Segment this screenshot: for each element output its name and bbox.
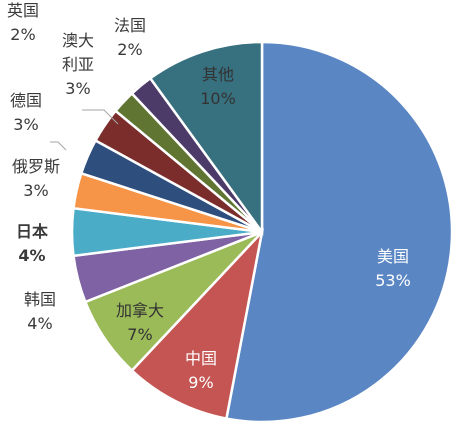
slice-name-label: 中国 — [185, 349, 217, 368]
slice-name-label: 英国 — [7, 1, 39, 20]
slice-value-label: 3% — [65, 79, 90, 98]
slice-name-label: 韩国 — [24, 290, 56, 309]
slice-value-label: 2% — [10, 25, 35, 44]
slice-label: 日本 4% — [16, 222, 48, 265]
slice-name-label: 日本 — [16, 222, 48, 241]
leader-line — [82, 109, 119, 125]
slice-value-label: 3% — [23, 181, 48, 200]
slice-name-label: 俄罗斯 — [12, 157, 60, 176]
slice-label: 美国 53% — [375, 247, 411, 290]
slice-name-label: 美国 — [377, 247, 409, 266]
slice-label: 法国 2% — [114, 16, 146, 59]
slice-name-label: 德国 — [10, 91, 42, 110]
slice-label: 中国 9% — [185, 349, 217, 392]
pie-slice — [224, 40, 454, 424]
slice-name-label: 加拿大 — [116, 301, 164, 320]
slice-value-label: 7% — [127, 325, 152, 344]
pie-slice — [148, 40, 264, 236]
slice-value-label: 10% — [200, 89, 236, 108]
pie-slice — [130, 228, 265, 421]
slice-name-label: 利亚 — [62, 55, 94, 74]
slice-value-label: 3% — [13, 115, 38, 134]
slice-name-label: 其他 — [202, 65, 234, 84]
slice-label: 澳大利亚 3% — [62, 31, 94, 98]
slice-name-label: 澳大 — [62, 31, 94, 50]
slice-name-label: 法国 — [114, 16, 146, 35]
slice-labels: 美国 53% 中国 9% 加拿大 7% 韩国 4% 日本 4% 俄罗斯 3% 德国 3% 澳大利亚 3% 英国 2… — [7, 1, 411, 392]
slice-value-label: 53% — [375, 271, 411, 290]
slice-label: 德国 3% — [10, 91, 42, 134]
slice-label: 英国 2% — [7, 1, 39, 44]
slice-label: 加拿大 7% — [116, 301, 164, 344]
slice-label: 其他 10% — [200, 65, 236, 108]
leader-lines — [50, 109, 119, 151]
pie-slices — [70, 40, 454, 424]
slice-label: 韩国 4% — [24, 290, 56, 333]
leader-line — [50, 141, 67, 151]
slice-value-label: 9% — [188, 373, 213, 392]
slice-value-label: 4% — [18, 246, 45, 265]
slice-label: 俄罗斯 3% — [12, 157, 60, 200]
slice-value-label: 2% — [117, 40, 142, 59]
slice-value-label: 4% — [27, 314, 52, 333]
